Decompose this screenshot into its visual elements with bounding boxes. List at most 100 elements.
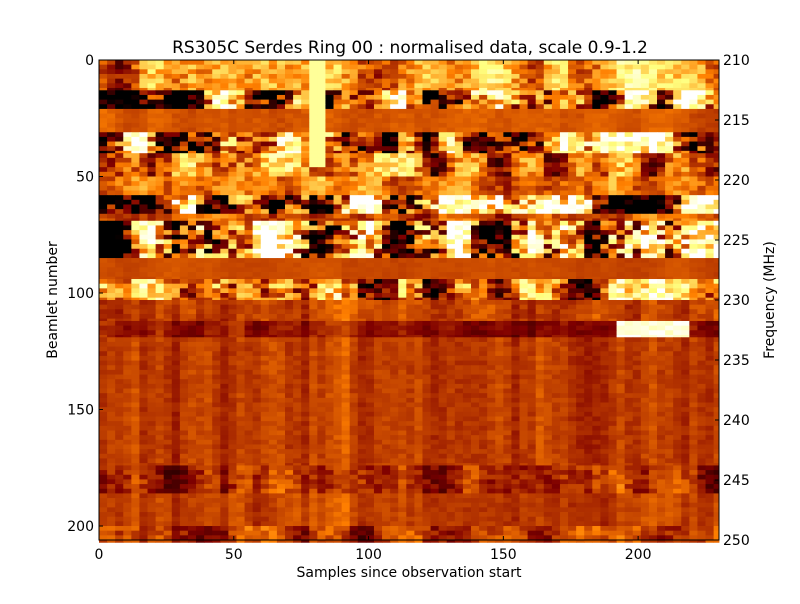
heatmap-cell [689, 69, 698, 75]
heatmap-cell [99, 157, 108, 163]
heatmap-cell [430, 94, 440, 101]
heatmap-cell [228, 64, 237, 70]
heatmap-cell [155, 167, 165, 173]
heatmap-cell [252, 118, 262, 124]
heatmap-cell [99, 288, 108, 294]
heatmap-cell [236, 313, 245, 320]
heatmap-cell [673, 185, 682, 191]
heatmap-cell [228, 167, 237, 173]
heatmap-cell [471, 318, 480, 322]
heatmap-cell [551, 90, 561, 96]
heatmap-cell [147, 141, 157, 147]
heatmap-cell [584, 297, 593, 301]
heatmap-cell [624, 267, 634, 273]
heatmap-cell [373, 136, 383, 142]
heatmap-cell [390, 132, 399, 138]
heatmap-cell [276, 320, 286, 327]
heatmap-cell [422, 283, 431, 289]
heatmap-cell [471, 334, 480, 338]
heatmap-cell [640, 293, 650, 299]
heatmap-cell [179, 230, 189, 236]
heatmap-cell [252, 162, 262, 168]
heatmap-cell [244, 209, 254, 215]
heatmap-cell [171, 83, 181, 89]
heatmap-cell [220, 108, 229, 114]
heatmap-cell [495, 150, 504, 154]
heatmap-cell [681, 283, 690, 289]
heatmap-cell [551, 162, 561, 168]
heatmap-cell [260, 78, 270, 84]
heatmap-cell [252, 304, 262, 310]
heatmap-cell [309, 199, 318, 205]
heatmap-cell [705, 209, 715, 215]
heatmap-cell [309, 213, 318, 219]
heatmap-cell [600, 146, 609, 152]
heatmap-cell [373, 157, 383, 163]
heatmap-cell [559, 190, 569, 196]
heatmap-cell [228, 99, 237, 105]
heatmap-cell [155, 244, 165, 250]
heatmap-cell [511, 209, 520, 215]
heatmap-cell [365, 176, 375, 182]
heatmap-cell [422, 136, 431, 142]
heatmap-cell [107, 276, 116, 280]
heatmap-cell [107, 69, 116, 75]
heatmap-cell [131, 337, 140, 343]
heatmap-cell [543, 162, 553, 168]
heatmap-cell [657, 141, 666, 147]
heatmap-cell [705, 153, 715, 159]
heatmap-cell [123, 225, 132, 231]
heatmap-cell [187, 258, 197, 264]
heatmap-cell [285, 334, 294, 338]
heatmap-cell [568, 253, 577, 259]
heatmap-cell [268, 283, 278, 289]
heatmap-cell [147, 309, 157, 315]
heatmap-cell [673, 78, 682, 84]
heatmap-cell [228, 248, 237, 254]
heatmap-cell [608, 220, 617, 226]
heatmap-cell [301, 309, 310, 315]
heatmap-cell [244, 108, 254, 114]
heatmap-cell [592, 304, 601, 310]
heatmap-cell [325, 90, 334, 96]
heatmap-cell [438, 204, 448, 210]
heatmap-cell [543, 288, 553, 294]
heatmap-cell [519, 171, 529, 177]
heatmap-cell [527, 293, 537, 299]
heatmap-cell [568, 341, 577, 347]
heatmap-cell [543, 279, 553, 285]
heatmap-cell [309, 176, 318, 182]
heatmap-cell [462, 313, 472, 320]
heatmap-cell [446, 190, 456, 196]
heatmap-cell [260, 320, 270, 327]
heatmap-cell [495, 195, 504, 201]
heatmap-cell [276, 99, 286, 105]
heatmap-cell [293, 162, 302, 168]
heatmap-cell [365, 185, 375, 191]
heatmap-cell [212, 122, 221, 128]
heatmap-cell [592, 318, 601, 322]
heatmap-cell [430, 279, 440, 285]
heatmap-cell [648, 239, 658, 245]
heatmap-cell [511, 300, 520, 306]
heatmap-cell [519, 313, 529, 320]
heatmap-cell [511, 253, 520, 259]
heatmap-cell [657, 309, 666, 315]
heatmap-cell [632, 99, 642, 105]
heatmap-cell [592, 127, 601, 133]
heatmap-cell [406, 209, 415, 215]
heatmap-cell [252, 199, 262, 205]
heatmap-cell [543, 272, 553, 278]
heatmap-cell [543, 195, 553, 201]
heatmap-cell [568, 218, 577, 222]
heatmap-cell [268, 104, 278, 110]
heatmap-cell [382, 248, 391, 254]
heatmap-cell [212, 318, 221, 322]
heatmap-cell [665, 230, 674, 236]
heatmap-cell [430, 244, 440, 250]
heatmap-cell [600, 167, 609, 173]
heatmap-cell [648, 313, 658, 320]
heatmap-cell [390, 127, 399, 133]
heatmap-cell [276, 113, 286, 119]
heatmap-cell [179, 113, 189, 119]
